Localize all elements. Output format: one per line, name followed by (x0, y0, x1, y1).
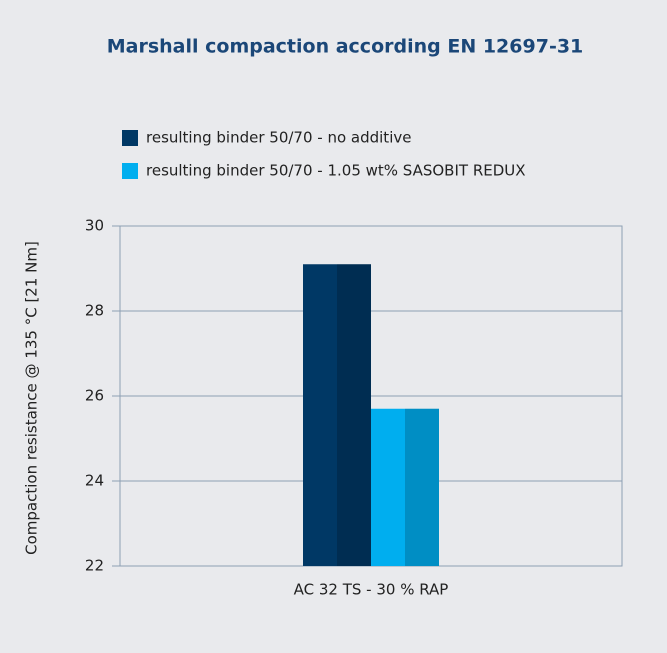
chart-title: Marshall compaction according EN 12697-3… (107, 36, 584, 58)
bar (371, 408, 439, 566)
x-tick-label: AC 32 TS - 30 % RAP (294, 581, 449, 599)
bar-shade (405, 408, 439, 566)
legend-label: resulting binder 50/70 - 1.05 wt% SASOBI… (146, 162, 526, 180)
bar (303, 264, 371, 566)
y-tick-label: 22 (85, 557, 104, 575)
bar-shade (337, 264, 371, 566)
legend-swatch (122, 130, 138, 146)
y-axis-label: Compaction resistance @ 135 °C [21 Nm] (23, 241, 41, 555)
legend-swatch (122, 163, 138, 179)
legend-label: resulting binder 50/70 - no additive (146, 129, 411, 147)
y-tick-label: 30 (85, 217, 104, 235)
y-tick-label: 24 (85, 472, 104, 490)
y-tick-label: 26 (85, 387, 104, 405)
y-tick-label: 28 (85, 302, 104, 320)
